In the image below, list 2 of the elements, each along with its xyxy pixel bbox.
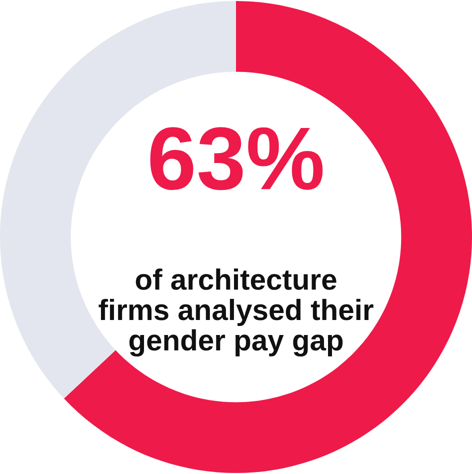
text: of architecture firms analysed their gender pay gap <box>98 268 374 357</box>
data-label: 63% <box>150 127 323 190</box>
